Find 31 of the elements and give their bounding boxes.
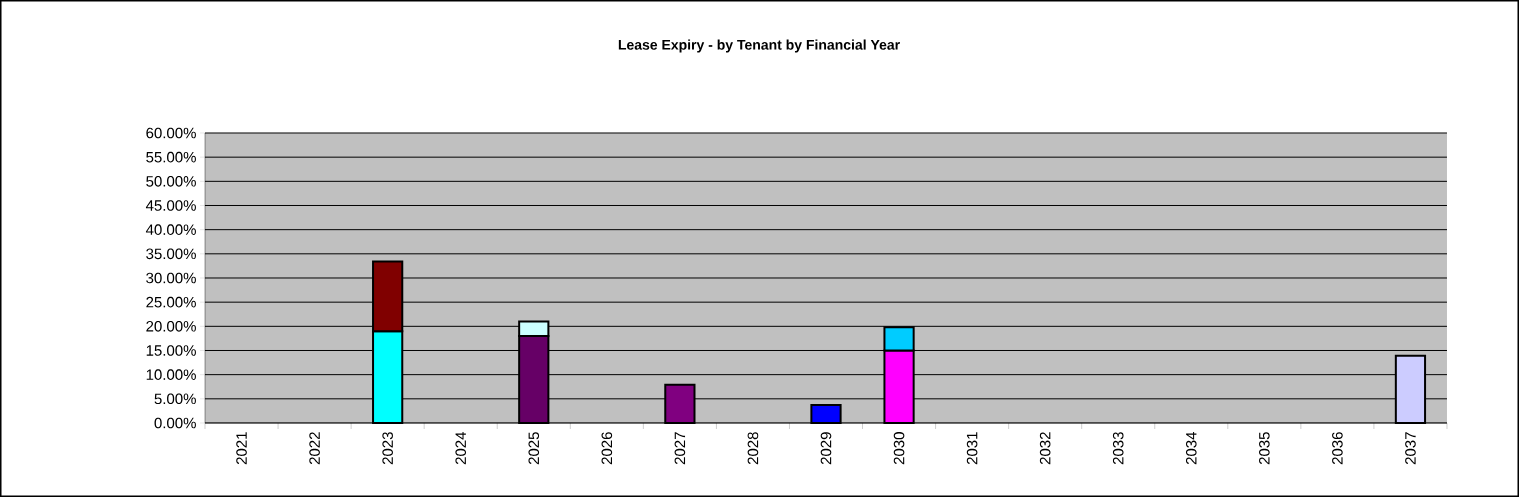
x-tick-label: 2022 [309, 432, 320, 465]
x-tick-label: 2033 [1112, 432, 1124, 465]
x-tick-label: 2034 [1185, 431, 1197, 465]
x-tick-label: 2023 [382, 432, 393, 465]
y-tick-label: 0.00% [154, 417, 196, 429]
x-tick-label: 2029 [820, 432, 832, 465]
y-tick-label: 60.00% [146, 127, 196, 139]
y-tick-label: 5.00% [154, 393, 196, 405]
x-tick-label: 2036 [1332, 432, 1343, 465]
x-tick-label: 2031 [966, 432, 978, 465]
x-tick-label: 2027 [674, 432, 686, 465]
y-tick-label: 35.00% [146, 248, 196, 260]
y-tick-label: 45.00% [145, 200, 196, 211]
y-tick-label: 50.00% [146, 176, 196, 187]
x-tick-label: 2024 [455, 431, 467, 465]
y-tick-label: 15.00% [146, 345, 196, 356]
x-tick-label: 2026 [601, 432, 613, 465]
y-tick-label: 40.00% [145, 224, 196, 235]
x-tick-label: 2030 [893, 432, 905, 465]
x-tick-label: 2035 [1259, 432, 1270, 465]
x-tick-label: 2021 [236, 432, 247, 465]
y-tick-label: 55.00% [146, 151, 196, 163]
y-tick-label: 30.00% [146, 272, 196, 284]
x-tick-label: 2028 [747, 432, 759, 465]
y-tick-label: 20.00% [146, 321, 196, 332]
x-tick-label: 2025 [528, 432, 540, 465]
x-tick-label: 2032 [1039, 432, 1051, 465]
y-tick-label: 25.00% [146, 296, 196, 308]
chart-title: Lease Expiry - by Tenant by Financial Year [618, 39, 900, 53]
x-tick-label: 2037 [1405, 432, 1416, 465]
y-tick-label: 10.00% [146, 369, 196, 380]
